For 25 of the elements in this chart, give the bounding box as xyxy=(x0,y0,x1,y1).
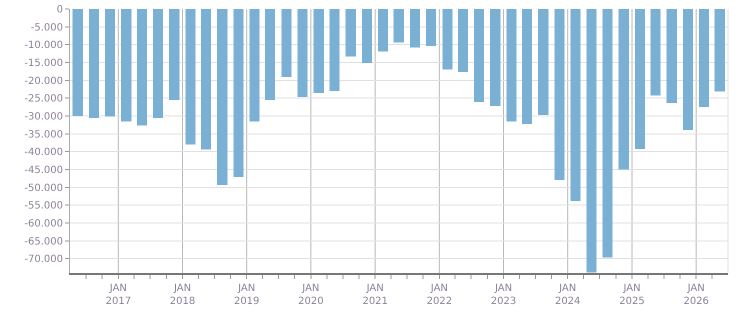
x-tick-label: JAN 2021 xyxy=(362,283,388,307)
x-tick-label: JAN 2024 xyxy=(554,283,580,307)
y-tick-label: -25.000 xyxy=(24,94,63,105)
x-tick-label: JAN 2018 xyxy=(170,283,196,307)
y-tick-label: -55.000 xyxy=(24,200,63,212)
x-tick-label: JAN 2025 xyxy=(619,283,645,307)
y-tick-label: -70.000 xyxy=(24,254,63,266)
y-tick-label: -15.000 xyxy=(24,58,63,70)
x-tick-label: JAN 2019 xyxy=(234,283,260,307)
x-tick-label: JAN 2017 xyxy=(106,283,132,307)
y-tick-label: -40.000 xyxy=(24,147,63,158)
y-tick-label: -65.000 xyxy=(24,236,63,248)
y-tick-label: -30.000 xyxy=(24,112,63,123)
y-tick-label: -35.000 xyxy=(24,129,63,140)
x-tick-label: JAN 2020 xyxy=(298,283,324,307)
y-tick-label: -50.000 xyxy=(24,182,63,194)
y-tick-label: -45.000 xyxy=(24,165,63,176)
x-tick-label: JAN 2023 xyxy=(490,283,516,307)
x-tick-label: JAN 2026 xyxy=(683,283,709,307)
y-tick-label: -20.000 xyxy=(24,76,63,87)
y-tick-label: -60.000 xyxy=(24,218,63,230)
y-tick-label: -10.000 xyxy=(24,40,63,52)
y-tick-label: -5.000 xyxy=(30,22,63,34)
x-tick-label: JAN 2022 xyxy=(426,283,452,307)
y-tick-label: 0 xyxy=(56,4,63,16)
